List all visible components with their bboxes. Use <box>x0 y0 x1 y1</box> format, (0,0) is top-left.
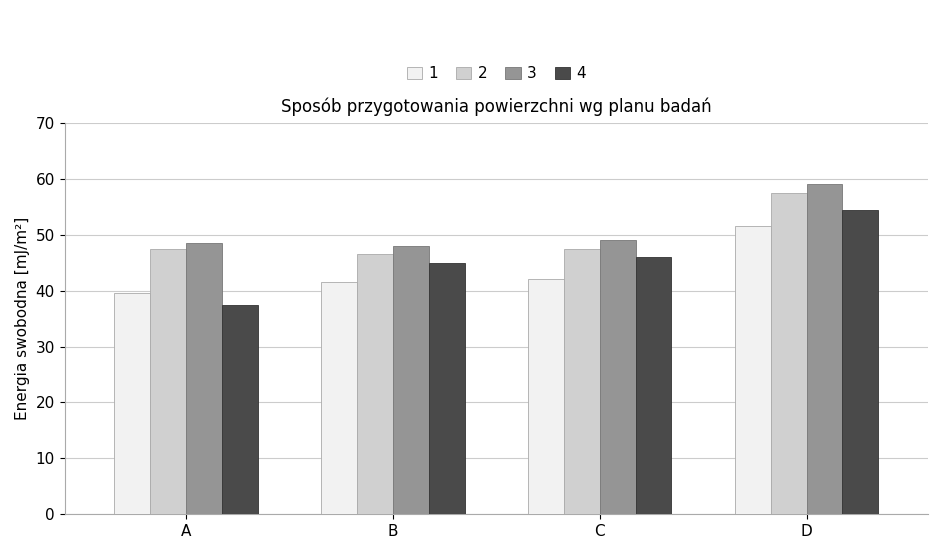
Bar <box>842 209 878 514</box>
Bar <box>806 184 842 514</box>
Legend: 1, 2, 3, 4: 1, 2, 3, 4 <box>401 60 592 88</box>
Bar <box>636 257 671 514</box>
Bar <box>114 294 150 514</box>
Bar <box>322 282 357 514</box>
Y-axis label: Energia swobodna [mJ/m²]: Energia swobodna [mJ/m²] <box>15 217 30 420</box>
Title: Sposób przygotowania powierzchni wg planu badań: Sposób przygotowania powierzchni wg plan… <box>281 98 712 116</box>
Bar <box>357 254 393 514</box>
Bar <box>528 279 564 514</box>
Bar <box>150 249 186 514</box>
Bar <box>393 246 429 514</box>
Bar <box>222 305 257 514</box>
Bar <box>429 263 465 514</box>
Bar <box>186 243 222 514</box>
Bar <box>735 227 770 514</box>
Bar <box>770 193 806 514</box>
Bar <box>564 249 600 514</box>
Bar <box>600 240 636 514</box>
